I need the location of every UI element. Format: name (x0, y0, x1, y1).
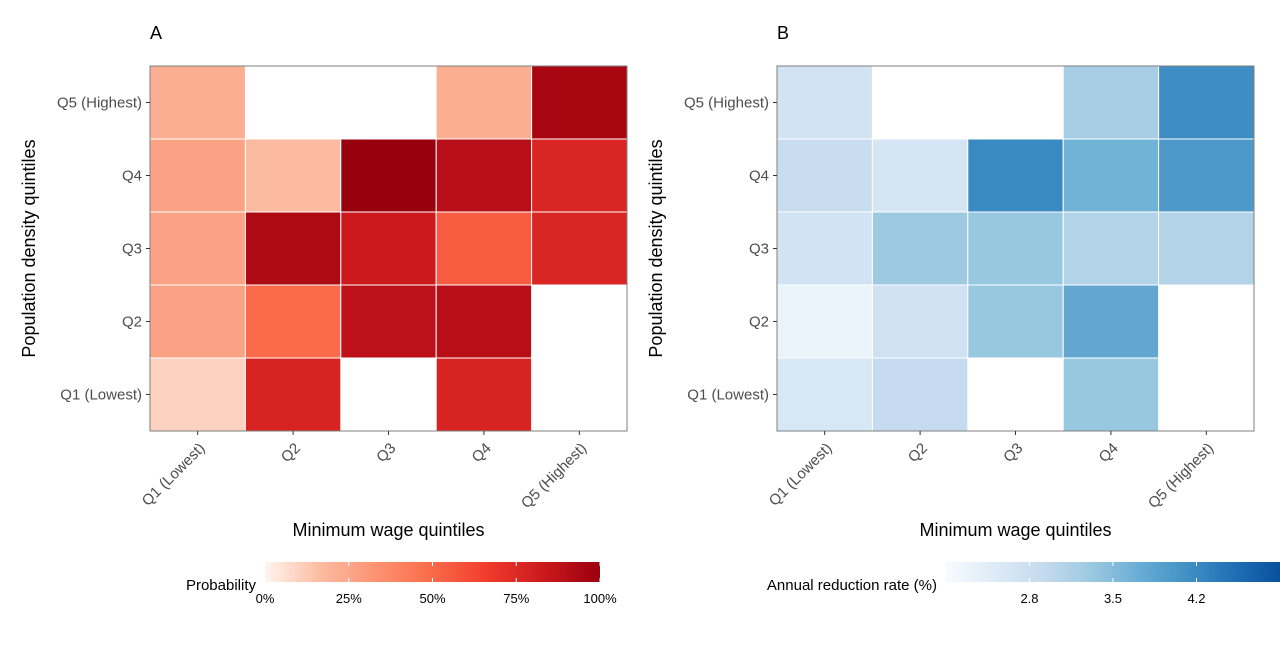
heatmap-cell (776, 211, 873, 286)
y-tick-label: Q2 (122, 314, 142, 331)
heatmap-cell (149, 65, 246, 140)
heatmap-cell (1062, 284, 1160, 359)
x-axis-title: Minimum wage quintiles (919, 520, 1111, 540)
heatmap-cell (967, 211, 1064, 286)
heatmap-cell (1062, 211, 1160, 286)
y-tick-label: Q3 (749, 241, 769, 258)
panel-label: B (777, 23, 789, 43)
legend-colorbar (946, 562, 1280, 582)
heatmap-cell (967, 284, 1064, 359)
y-axis-title: Population density quintiles (646, 139, 666, 357)
heatmap-cell (149, 211, 246, 286)
heatmap-cell (531, 65, 628, 140)
legend-title: Annual reduction rate (%) (767, 577, 937, 594)
y-tick-label: Q3 (122, 241, 142, 258)
heatmap-cell (149, 284, 246, 359)
legend-colorbar (265, 562, 600, 582)
panel-label: A (150, 23, 162, 43)
heatmap-cell (531, 211, 628, 286)
heatmap-cell (435, 211, 533, 286)
y-tick-label: Q1 (Lowest) (687, 387, 769, 404)
heatmap-cell (1158, 65, 1255, 140)
heatmap-cell (340, 138, 437, 213)
panel-b: B Q1 (Lowest) Q2 Q3 Q4 Q5 (Highest) Q1 (Lowest… (646, 23, 1280, 606)
legend-tick-label: 100% (583, 591, 617, 606)
heatmap-cell (1062, 357, 1160, 432)
heatmap-cell (776, 357, 873, 432)
heatmap-cell (149, 138, 246, 213)
heatmap-cell (1062, 65, 1160, 140)
y-tick-label: Q5 (Highest) (57, 95, 142, 112)
heatmap-cell (244, 211, 342, 286)
legend-tick-label: 50% (419, 591, 445, 606)
heatmap-cell (340, 211, 437, 286)
x-tick-label: Q4 (469, 440, 495, 466)
heatmap-cell (871, 138, 969, 213)
y-axis-title: Population density quintiles (19, 139, 39, 357)
x-tick-label: Q1 (Lowest) (766, 440, 836, 510)
x-tick-label: Q2 (905, 440, 931, 466)
heatmap-cell (244, 138, 342, 213)
panel-a: A Q1 (Lowest) Q2 Q3 Q4 Q5 (Highest) Q1 (Lowest… (19, 23, 628, 606)
heatmap-cell (776, 138, 873, 213)
heatmap-cell (1158, 211, 1255, 286)
legend-tick-label: 75% (503, 591, 529, 606)
heatmap-cell (435, 284, 533, 359)
legend-tick-label: 3.5 (1104, 591, 1122, 606)
heatmap-cell (149, 357, 246, 432)
heatmap-cell (871, 211, 969, 286)
heatmap-cell (340, 284, 437, 359)
y-tick-label: Q1 (Lowest) (60, 387, 142, 404)
heatmap-cell (531, 138, 628, 213)
y-tick-label: Q2 (749, 314, 769, 331)
x-tick-label: Q2 (278, 440, 304, 466)
legend-tick-label: 25% (336, 591, 362, 606)
x-tick-label: Q3 (1000, 440, 1026, 466)
heatmap-cell (967, 138, 1064, 213)
heatmap-cell (776, 65, 873, 140)
x-tick-label: Q5 (Highest) (1145, 440, 1217, 512)
x-tick-label: Q5 (Highest) (518, 440, 590, 512)
heatmap-cell (435, 65, 533, 140)
legend-tick-label: 0% (256, 591, 275, 606)
y-tick-label: Q4 (122, 168, 142, 185)
y-tick-label: Q5 (Highest) (684, 95, 769, 112)
heatmap-cell (244, 284, 342, 359)
legend-tick-label: 4.2 (1187, 591, 1205, 606)
heatmap-cell (1158, 138, 1255, 213)
heatmap-cell (1062, 138, 1160, 213)
legend-title: Probability (186, 577, 257, 594)
x-tick-label: Q1 (Lowest) (139, 440, 209, 510)
x-axis-title: Minimum wage quintiles (292, 520, 484, 540)
x-tick-label: Q3 (373, 440, 399, 466)
y-tick-label: Q4 (749, 168, 769, 185)
heatmap-cell (776, 284, 873, 359)
heatmap-cell (871, 357, 969, 432)
heatmap-cell (435, 357, 533, 432)
heatmap-cell (244, 357, 342, 432)
heatmap-cell (871, 284, 969, 359)
x-tick-label: Q4 (1096, 440, 1122, 466)
legend-tick-label: 2.8 (1020, 591, 1038, 606)
heatmap-cell (435, 138, 533, 213)
